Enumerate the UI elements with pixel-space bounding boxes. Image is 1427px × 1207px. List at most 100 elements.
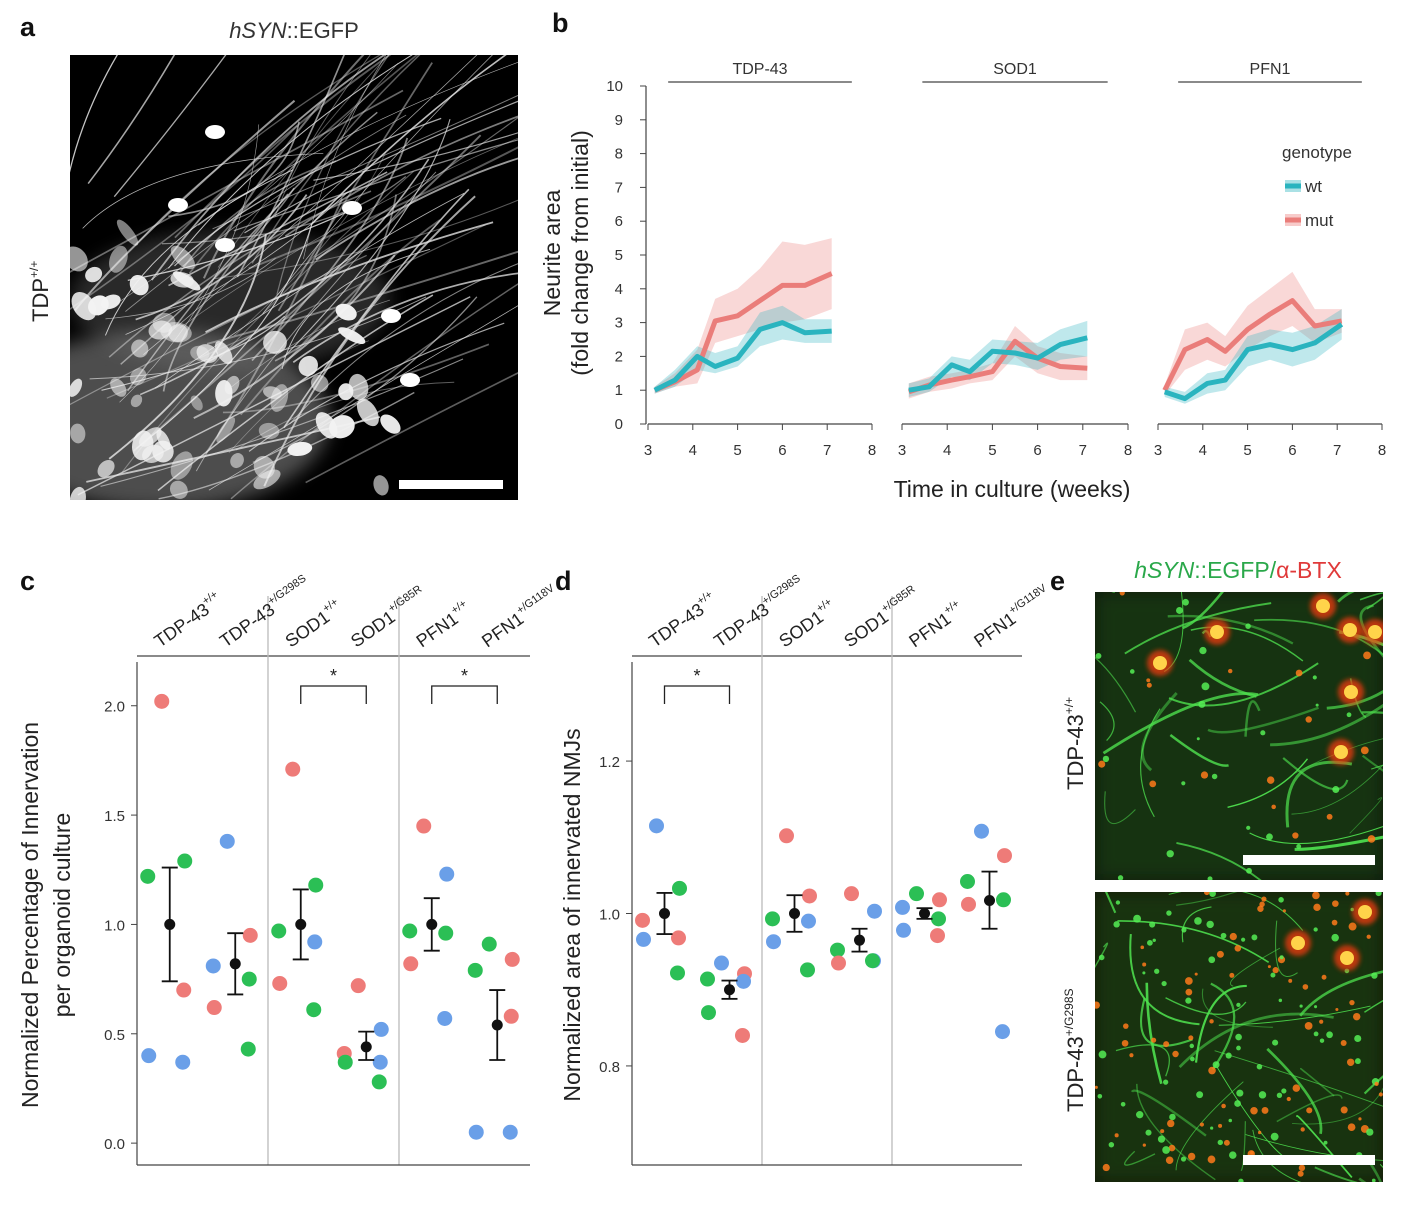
- ytick-label: 1.0: [599, 907, 620, 924]
- data-point: [735, 1027, 750, 1043]
- puncta: [1149, 780, 1157, 788]
- puncta: [1114, 1133, 1119, 1138]
- nmj-cluster: [1344, 685, 1358, 699]
- neurite: [74, 99, 296, 312]
- ytick-label: 0.0: [104, 1136, 125, 1153]
- data-point: [403, 956, 419, 972]
- soma: [381, 309, 401, 323]
- axon: [1359, 592, 1383, 610]
- puncta: [1297, 1170, 1304, 1177]
- puncta: [1348, 922, 1357, 931]
- axon: [1299, 970, 1383, 1017]
- puncta: [1272, 967, 1279, 974]
- puncta: [1261, 1106, 1269, 1114]
- soma: [129, 274, 149, 296]
- data-point: [701, 1005, 716, 1021]
- b-ytick-label: 1: [615, 382, 623, 399]
- ytick-label: 1.2: [599, 754, 620, 771]
- axon: [1104, 791, 1136, 824]
- soma: [71, 291, 97, 321]
- neurite: [143, 55, 478, 355]
- puncta: [1181, 781, 1186, 786]
- puncta: [1352, 1012, 1361, 1021]
- data-point: [801, 913, 816, 929]
- axon: [1214, 1050, 1383, 1107]
- puncta: [1302, 984, 1309, 990]
- soma: [287, 441, 313, 457]
- axon: [1201, 988, 1273, 1028]
- facet-tdp43: TDP-43 3 4 5 6 7 8: [644, 61, 876, 459]
- puncta: [1154, 968, 1160, 974]
- puncta: [1095, 1001, 1100, 1009]
- puncta: [1331, 919, 1338, 926]
- neurite: [70, 55, 119, 173]
- puncta: [1157, 1135, 1166, 1143]
- puncta: [1102, 755, 1110, 763]
- puncta: [1313, 903, 1321, 912]
- panel-d-ylabel: Normalized area of innervated NMJs: [559, 728, 585, 1101]
- soma: [168, 198, 188, 212]
- soma: [400, 373, 420, 387]
- neurite: [157, 294, 434, 492]
- soma: [70, 486, 86, 500]
- neurite: [283, 188, 470, 429]
- axon: [1230, 947, 1281, 987]
- soma: [214, 341, 233, 365]
- soma: [270, 384, 289, 412]
- axon: [1181, 592, 1224, 630]
- nmj-micrograph-mut-content: [1095, 892, 1383, 1182]
- neurite: [236, 55, 345, 278]
- mean-marker: [229, 958, 241, 970]
- puncta: [1147, 940, 1153, 946]
- data-point: [373, 1021, 389, 1037]
- data-point: [909, 886, 924, 902]
- axon: [1178, 1012, 1334, 1069]
- puncta: [1366, 934, 1371, 939]
- significance-bracket: *: [663, 666, 731, 704]
- puncta: [1209, 1019, 1214, 1024]
- puncta: [1151, 1037, 1157, 1043]
- puncta: [1160, 1129, 1165, 1134]
- mean-marker: [360, 1041, 372, 1053]
- neurite: [313, 132, 518, 181]
- neurite: [212, 94, 518, 230]
- neurite: [248, 146, 518, 270]
- puncta: [1321, 974, 1327, 980]
- panel-d-plot: 0.81.01.2TDP-43+/+TDP-43+/G298SSOD1+/+SO…: [599, 573, 1049, 1166]
- puncta: [1335, 1007, 1339, 1012]
- ytick-label: 2.0: [104, 699, 125, 716]
- soma: [70, 246, 88, 272]
- puncta: [1295, 669, 1303, 677]
- axon: [1104, 892, 1117, 914]
- puncta: [1278, 998, 1283, 1003]
- group-2: [765, 828, 817, 978]
- puncta: [1292, 832, 1299, 839]
- b-xtick-label: 7: [1333, 442, 1341, 459]
- puncta: [1278, 897, 1284, 903]
- puncta: [1256, 1063, 1263, 1070]
- puncta: [1113, 921, 1120, 928]
- puncta: [1169, 1113, 1176, 1121]
- puncta: [1312, 892, 1320, 900]
- data-point: [437, 1010, 453, 1026]
- b-ytick-label: 3: [615, 315, 623, 332]
- axon: [1210, 982, 1236, 1070]
- puncta: [1098, 954, 1105, 961]
- b-xtick-label: 8: [1124, 442, 1132, 459]
- soma: [215, 238, 235, 252]
- data-point: [175, 1054, 191, 1070]
- neurite: [174, 55, 392, 239]
- data-point: [307, 934, 323, 950]
- puncta: [1245, 623, 1251, 629]
- soma: [348, 373, 369, 401]
- soma: [97, 459, 115, 478]
- neurite: [281, 248, 431, 370]
- data-point: [765, 911, 780, 927]
- panel-e-row1-label: TDP-43+/+: [1062, 697, 1088, 790]
- bracket-line: [300, 685, 367, 704]
- b-ytick-label: 9: [615, 112, 623, 129]
- panel-e-row2-label: TDP-43+/G298S: [1062, 989, 1088, 1113]
- soma: [160, 322, 192, 343]
- data-point: [802, 888, 817, 904]
- mean-marker: [919, 908, 930, 919]
